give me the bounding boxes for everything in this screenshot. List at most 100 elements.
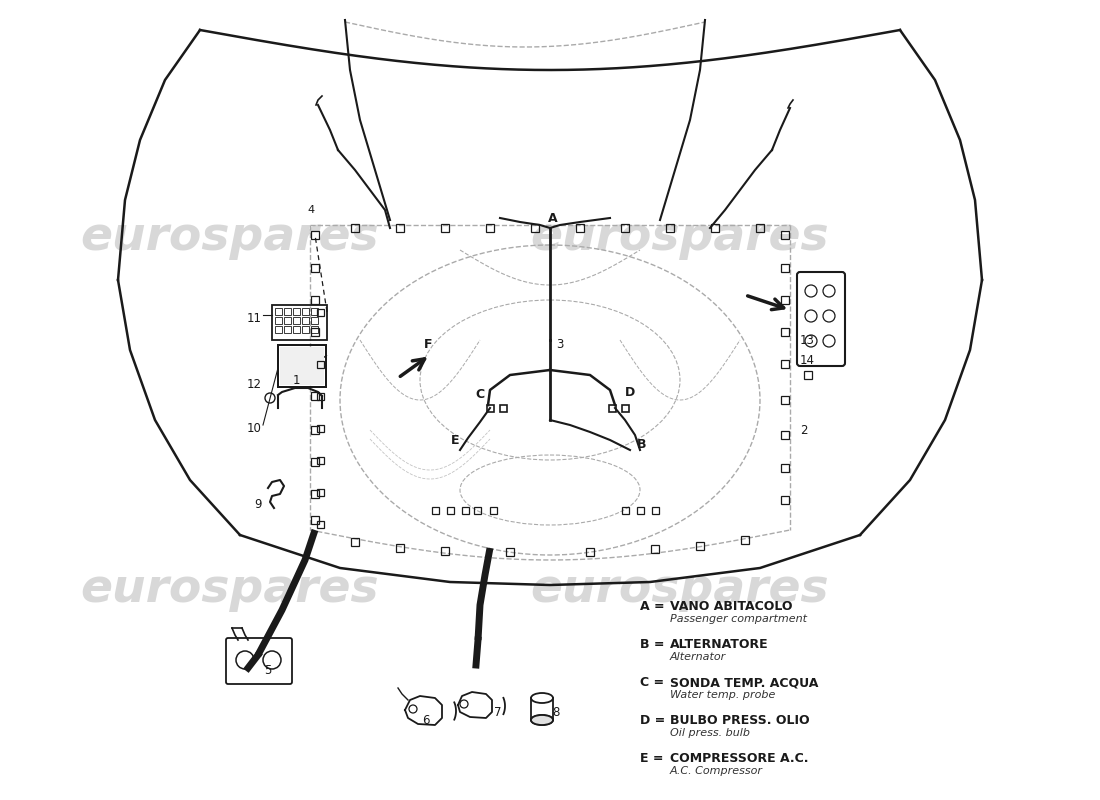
Text: E: E	[451, 434, 460, 446]
Bar	[781, 464, 789, 472]
Bar	[317, 457, 323, 463]
Bar	[280, 347, 324, 385]
Bar	[621, 224, 629, 232]
Text: 9: 9	[254, 498, 262, 511]
Bar	[608, 405, 616, 411]
Bar	[637, 506, 644, 514]
Text: Water temp. probe: Water temp. probe	[670, 690, 776, 700]
Bar	[317, 425, 323, 431]
Text: A.C. Compressor: A.C. Compressor	[670, 766, 763, 776]
Bar	[311, 392, 319, 400]
Bar	[741, 536, 749, 544]
Text: Alternator: Alternator	[670, 652, 726, 662]
Bar	[651, 506, 659, 514]
Bar	[311, 458, 319, 466]
Text: B: B	[637, 438, 647, 451]
Bar	[311, 360, 319, 368]
Bar	[506, 548, 514, 556]
Bar	[311, 490, 319, 498]
Bar	[272, 305, 327, 340]
Bar	[441, 224, 449, 232]
Bar	[781, 328, 789, 336]
Text: A =: A =	[640, 600, 664, 613]
Bar	[781, 431, 789, 439]
Bar	[311, 516, 319, 524]
Bar	[804, 371, 812, 379]
Text: 7: 7	[494, 706, 502, 718]
Bar	[275, 326, 282, 333]
Bar	[293, 326, 300, 333]
Bar	[311, 296, 319, 304]
Bar	[462, 506, 469, 514]
Text: 1: 1	[293, 374, 300, 386]
Bar	[302, 317, 309, 324]
Text: eurospares: eurospares	[530, 567, 829, 613]
Text: 5: 5	[264, 663, 272, 677]
Bar	[621, 405, 628, 411]
Bar	[284, 317, 292, 324]
Bar	[275, 317, 282, 324]
Bar	[486, 405, 494, 411]
Bar	[441, 547, 449, 555]
Bar	[531, 224, 539, 232]
Text: 12: 12	[248, 378, 262, 391]
Bar	[781, 264, 789, 272]
Bar	[311, 264, 319, 272]
Bar	[781, 231, 789, 239]
Bar	[278, 345, 326, 387]
Text: 2: 2	[800, 423, 807, 437]
Bar	[396, 544, 404, 552]
Bar	[486, 224, 494, 232]
Bar	[311, 308, 318, 315]
Text: 4: 4	[308, 205, 315, 215]
Bar	[317, 521, 323, 527]
Bar	[284, 326, 292, 333]
Text: 3: 3	[556, 338, 563, 351]
Text: ALTERNATORE: ALTERNATORE	[670, 638, 769, 651]
Bar	[696, 542, 704, 550]
Bar	[473, 506, 481, 514]
Bar	[278, 345, 326, 387]
Bar	[284, 308, 292, 315]
Text: eurospares: eurospares	[530, 215, 829, 261]
Bar	[586, 548, 594, 556]
Bar	[317, 393, 323, 399]
Text: 14: 14	[800, 354, 815, 366]
Text: VANO ABITACOLO: VANO ABITACOLO	[670, 600, 792, 613]
Text: Passenger compartment: Passenger compartment	[670, 614, 807, 624]
Bar	[781, 496, 789, 504]
Text: F: F	[424, 338, 432, 351]
Bar	[621, 506, 628, 514]
Bar	[781, 396, 789, 404]
Text: C =: C =	[640, 676, 664, 689]
Bar	[576, 224, 584, 232]
Text: 13: 13	[800, 334, 815, 346]
Text: eurospares: eurospares	[80, 215, 380, 261]
Text: 11: 11	[248, 311, 262, 325]
Bar	[666, 224, 674, 232]
Bar	[781, 296, 789, 304]
Text: D =: D =	[640, 714, 666, 727]
Bar	[396, 224, 404, 232]
Text: B =: B =	[640, 638, 664, 651]
Bar	[490, 506, 496, 514]
Text: COMPRESSORE A.C.: COMPRESSORE A.C.	[670, 752, 808, 765]
Bar	[311, 326, 318, 333]
Text: eurospares: eurospares	[80, 567, 380, 613]
Bar	[499, 405, 506, 411]
Text: A: A	[548, 211, 558, 225]
Bar	[311, 328, 319, 336]
Text: D: D	[625, 386, 635, 399]
Bar	[431, 506, 439, 514]
Bar	[447, 506, 453, 514]
Bar	[317, 309, 323, 315]
Bar	[275, 308, 282, 315]
Bar	[311, 231, 319, 239]
Bar	[756, 224, 764, 232]
Bar	[651, 545, 659, 553]
Text: 6: 6	[422, 714, 430, 726]
Text: 10: 10	[248, 422, 262, 434]
Bar	[317, 489, 323, 495]
Text: E =: E =	[640, 752, 663, 765]
Text: 8: 8	[552, 706, 560, 718]
